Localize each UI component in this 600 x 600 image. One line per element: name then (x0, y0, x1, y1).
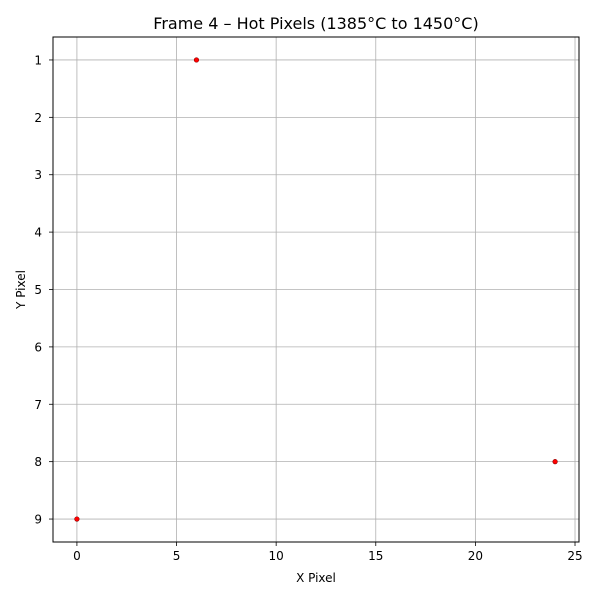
x-tick-label: 0 (73, 549, 81, 563)
x-tick-label: 10 (269, 549, 284, 563)
x-tick-label: 15 (368, 549, 383, 563)
data-points (74, 57, 558, 522)
hot-pixel-point (74, 516, 80, 522)
y-axis-label: Y Pixel (14, 270, 28, 310)
y-tick-label: 1 (34, 53, 42, 67)
y-tick-label: 8 (34, 455, 42, 469)
y-tick-label: 5 (34, 283, 42, 297)
x-axis: 0 5 10 15 20 25 (73, 542, 583, 563)
y-tick-label: 2 (34, 111, 42, 125)
y-tick-label: 9 (34, 513, 42, 527)
x-tick-label: 5 (173, 549, 181, 563)
y-tick-label: 7 (34, 398, 42, 412)
x-axis-label: X Pixel (296, 571, 336, 585)
y-axis: 1 2 3 4 5 6 7 8 9 (34, 53, 53, 527)
x-tick-label: 20 (468, 549, 483, 563)
x-tick-label: 25 (567, 549, 582, 563)
chart-title: Frame 4 – Hot Pixels (1385°C to 1450°C) (153, 14, 478, 33)
y-tick-label: 3 (34, 168, 42, 182)
grid (53, 37, 579, 542)
y-tick-label: 6 (34, 340, 42, 354)
hot-pixel-point (552, 459, 558, 465)
hot-pixel-point (193, 57, 200, 63)
y-tick-label: 4 (34, 226, 42, 240)
